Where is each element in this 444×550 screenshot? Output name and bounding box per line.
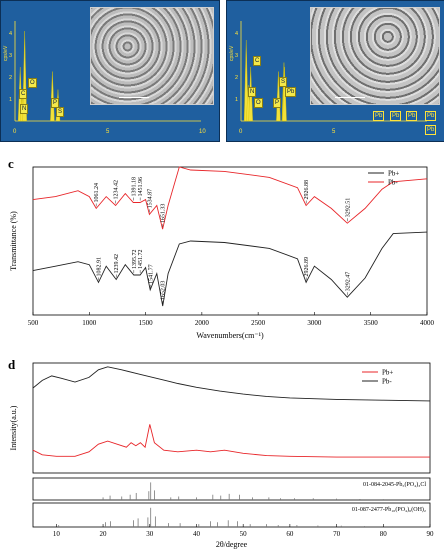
xrd-x-axis-label: 2θ/degree: [216, 540, 248, 549]
edx-b-element-label: C: [253, 56, 262, 66]
ftir-plot-frame: [32, 166, 428, 316]
xrd-x-tick-label: 50: [240, 530, 248, 538]
xrd-ref1-frame: [32, 477, 431, 501]
edx-b-element-label: P: [273, 98, 282, 108]
ftir-peak-label: 3292.47: [345, 272, 351, 292]
xrd-plot-frame: [32, 362, 431, 474]
xrd-x-tick-label: 10: [53, 530, 61, 538]
edx-b-peak: [276, 71, 281, 122]
edx-a-x-tick-label: 5: [106, 129, 110, 135]
edx-b-y-tick-label: 4: [235, 31, 238, 37]
ftir-line-Pb+: [32, 231, 428, 307]
edx-a-element-label: N: [20, 104, 29, 114]
edx-a-y-tick-label: 4: [9, 31, 12, 37]
xrd-x-tick-label: 20: [100, 530, 108, 538]
xrd-ref2-frame: [32, 502, 431, 528]
ftir-legend-label: Pb+: [388, 170, 399, 178]
edx-b-y-axis-label: cps/eV: [229, 45, 235, 61]
edx-b-y-tick-label: 3: [235, 53, 238, 59]
ftir-peak-label: 1652.03: [161, 281, 167, 301]
edx-b-element-label: Pb: [373, 111, 385, 121]
ftir-legend-label: Pb-: [388, 179, 398, 187]
edx-a-element-label: O: [28, 78, 37, 88]
ftir-peak-label: 1541.77: [148, 264, 154, 284]
sem-image-b: [310, 7, 440, 105]
xrd-x-tick-label: 60: [286, 530, 294, 538]
xrd-line-Pb+: [32, 424, 430, 458]
edx-b-element-label: N: [248, 87, 257, 97]
ftir-y-axis-label: Transmittance (%): [9, 211, 18, 271]
edx-a-x-tick-label: 10: [199, 129, 206, 135]
edx-a-peak: [50, 71, 55, 122]
ftir-peak-label: 1534.87: [147, 189, 153, 209]
ftir-peak-label: 1234.42: [114, 180, 120, 200]
ftir-x-tick-label: 2500: [251, 319, 266, 327]
xrd-x-tick-label: 40: [193, 530, 201, 538]
panel-d-label: d: [8, 357, 16, 372]
xrd-chart: 10 20 30 40 50 60 70 80 90 2θ/degree Intensity(a.u…: [9, 362, 435, 549]
edx-b-x-tick-label: 0: [239, 129, 243, 135]
ftir-peak-label: 1651.33: [161, 204, 167, 224]
edx-b-y-tick-label: 2: [235, 75, 238, 81]
edx-b-element-label: Pb: [425, 125, 437, 135]
ftir-peak-label: 2926.88: [304, 180, 310, 200]
xrd-x-tick-label: 30: [146, 530, 154, 538]
xrd-legend-label: Pb+: [382, 369, 393, 377]
ftir-peak-label: 1391.18: [131, 177, 137, 197]
xrd-line-Pb-: [32, 366, 431, 402]
ftir-peak-label: 1451.72: [138, 250, 144, 270]
edx-b-element-label: S: [279, 77, 288, 87]
ftir-x-axis-label: Wavenumbers(cm⁻¹): [196, 331, 264, 340]
edx-a-element-label: S: [56, 107, 65, 117]
ftir-chart: 500 1000 1500 2000 2500 3000 3500 4000 Wavenumbe…: [9, 166, 435, 340]
panel-c-label: c: [8, 156, 14, 171]
ftir-x-tick-label: 1500: [139, 319, 154, 327]
edx-a-element-label: P: [51, 98, 60, 108]
sem-scalebar-a: [119, 97, 149, 98]
edx-b-element-label: Pb: [285, 87, 297, 97]
ftir-peak-label: 2926.89: [304, 257, 310, 277]
ftir-x-tick-label: 2000: [195, 319, 210, 327]
ftir-x-tick-label: 1000: [82, 319, 97, 327]
xrd-reference-label: 01-084-2045-Pb₅(PO₄)₃Cl: [363, 481, 426, 488]
edx-a-y-axis-label: cps/eV: [3, 45, 9, 61]
ftir-line-Pb-: [32, 166, 428, 230]
edx-a-y-tick-label: 2: [9, 75, 12, 81]
edx-b-element-label: Pb: [390, 111, 402, 121]
edx-b-element-label: Pb: [425, 111, 437, 121]
ftir-peak-label: 1082.91: [97, 257, 103, 277]
ftir-peak-label: 1395.72: [132, 250, 138, 270]
edx-a-x-tick-label: 0: [13, 129, 17, 135]
xrd-x-tick-label: 90: [427, 530, 435, 538]
edx-b-y-tick-label: 1: [235, 97, 238, 103]
ftir-x-tick-label: 500: [28, 319, 39, 327]
ftir-peak-label: 1239.42: [114, 254, 120, 274]
xrd-x-tick-label: 80: [380, 530, 388, 538]
xrd-x-tick-label: 70: [333, 530, 341, 538]
ftir-peak-label: 1451.96: [138, 177, 144, 197]
edx-a-element-label: C: [19, 89, 28, 99]
sem-scalebar-b: [335, 97, 365, 98]
xrd-reference-label: 01-087-2477-Pb₁₀(PO₄)₆(OH)₂: [352, 506, 426, 513]
edx-a-y-tick-label: 3: [9, 53, 12, 59]
edx-a-y-tick-label: 1: [9, 97, 12, 103]
ftir-x-tick-label: 4000: [420, 319, 435, 327]
edx-b-x-tick-label: 5: [332, 129, 336, 135]
ftir-peak-label: 1061.24: [94, 183, 100, 203]
sem-image-a: [90, 7, 214, 105]
xrd-legend-label: Pb-: [382, 378, 392, 386]
edx-b-element-label: Pb: [406, 111, 418, 121]
xrd-y-axis-label: Intensity(a.u.): [9, 405, 18, 450]
edx-b-element-label: O: [254, 98, 263, 108]
ftir-x-tick-label: 3500: [364, 319, 379, 327]
ftir-x-tick-label: 3000: [307, 319, 322, 327]
ftir-peak-label: 3292.51: [345, 198, 351, 218]
